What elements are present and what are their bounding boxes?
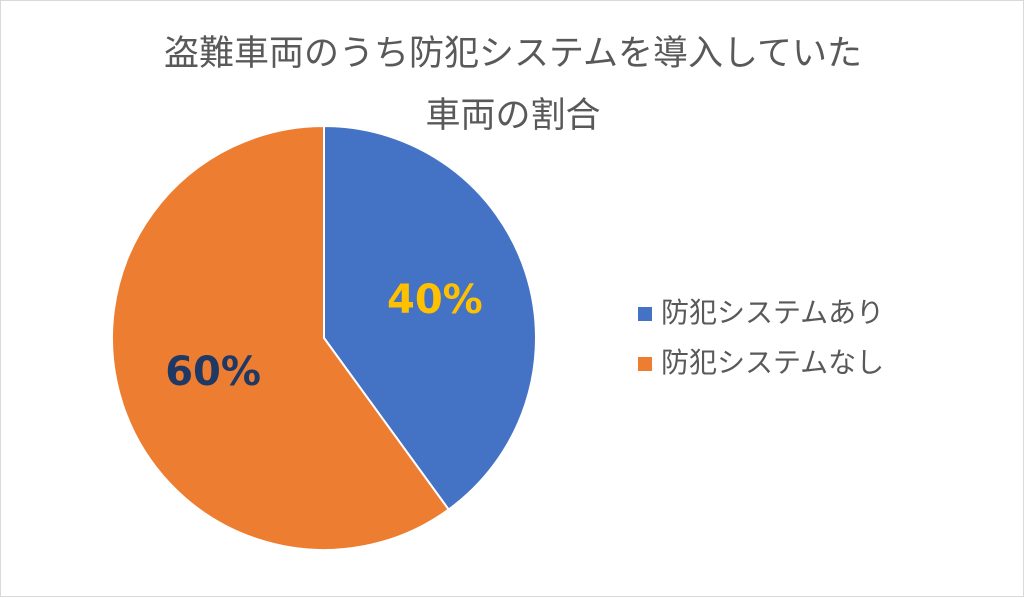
chart-title: 盗難車両のうち防犯システムを導入していた車両の割合 <box>164 34 862 136</box>
legend-label: 防犯システムなし <box>661 346 884 379</box>
pie-slice <box>111 124 451 551</box>
pie-slice <box>323 124 537 511</box>
legend-label: 防犯システムあり <box>661 296 884 329</box>
value-label: 60% <box>165 349 261 395</box>
legend-swatch <box>638 307 652 321</box>
value-label: 40% <box>387 277 483 323</box>
legend-swatch <box>638 357 652 371</box>
